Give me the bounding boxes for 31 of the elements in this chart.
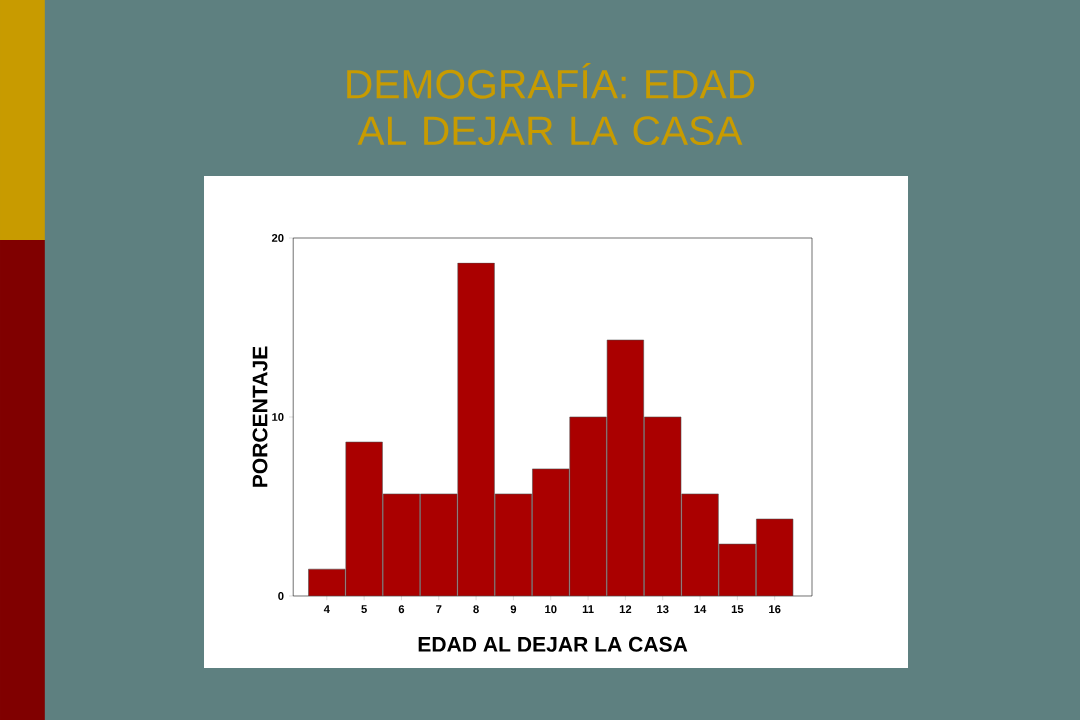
bar xyxy=(569,417,607,596)
x-axis-title: EDAD AL DEJAR LA CASA xyxy=(418,636,688,652)
bar xyxy=(532,468,570,596)
y-tick-label: 10 xyxy=(272,413,284,421)
x-tick-label: 12 xyxy=(619,605,632,614)
x-tick-label: 11 xyxy=(582,605,594,613)
x-tick-label: 10 xyxy=(545,605,557,614)
bar xyxy=(457,263,495,596)
x-tick-label: 9 xyxy=(510,605,517,614)
bar xyxy=(644,417,682,596)
y-tick-label: 20 xyxy=(271,234,284,242)
bar xyxy=(383,493,420,596)
y-tick-label: 0 xyxy=(278,592,284,600)
bar xyxy=(607,340,644,596)
x-tick-label: 5 xyxy=(361,605,367,614)
bar xyxy=(681,493,719,596)
bar xyxy=(756,518,794,596)
bar xyxy=(345,442,383,596)
chart-title: DEMOGRAFÍA: EDAD AL DEJAR LA CASA xyxy=(347,62,755,146)
x-tick-label: 13 xyxy=(657,605,669,614)
y-axis-title: PORCENTAJE xyxy=(252,346,268,487)
x-tick-label: 8 xyxy=(473,605,479,614)
x-tick-label: 16 xyxy=(769,605,781,614)
bar xyxy=(495,493,532,596)
x-tick-label: 7 xyxy=(436,605,442,613)
bar xyxy=(420,493,458,596)
x-tick-label: 4 xyxy=(323,605,330,613)
bar xyxy=(719,544,756,596)
x-tick-label: 15 xyxy=(731,605,744,614)
x-tick-label: 6 xyxy=(398,605,405,614)
x-tick-label: 14 xyxy=(694,605,707,613)
